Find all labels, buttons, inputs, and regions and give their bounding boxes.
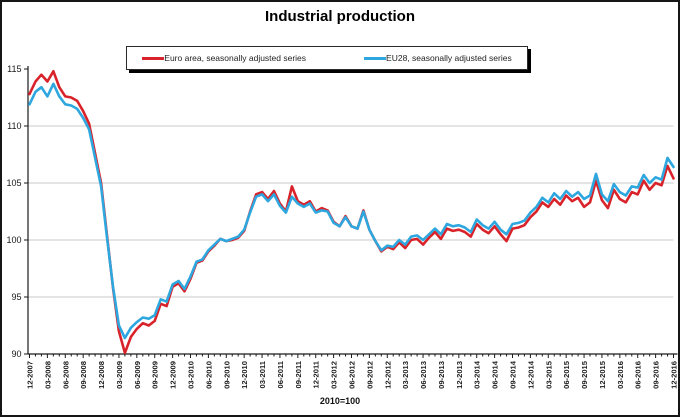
svg-text:09-2014: 09-2014 [509, 360, 518, 389]
svg-text:06-2012: 06-2012 [348, 361, 357, 389]
svg-text:03-2014: 03-2014 [473, 360, 482, 389]
svg-text:09-2010: 09-2010 [222, 361, 231, 389]
svg-text:115: 115 [7, 64, 21, 74]
svg-text:12-2012: 12-2012 [383, 361, 392, 389]
svg-text:12-2008: 12-2008 [97, 361, 106, 389]
legend-label-eu28: EU28, seasonally adjusted series [386, 52, 512, 63]
legend-item-eu28: EU28, seasonally adjusted series [364, 54, 512, 63]
svg-text:90: 90 [11, 349, 21, 359]
y-tick-labels: 90 95 100 105 110 115 [6, 64, 28, 359]
svg-text:03-2008: 03-2008 [43, 361, 52, 389]
svg-text:06-2015: 06-2015 [562, 360, 571, 389]
blue-line-swatch-icon [364, 56, 387, 60]
svg-text:09-2015: 09-2015 [580, 360, 589, 389]
svg-text:09-2011: 09-2011 [294, 360, 303, 388]
svg-text:09-2008: 09-2008 [79, 361, 88, 389]
svg-text:03-2010: 03-2010 [187, 361, 196, 389]
svg-text:06-2011: 06-2011 [276, 360, 285, 388]
svg-text:09-2013: 09-2013 [437, 361, 446, 389]
svg-text:09-2012: 09-2012 [365, 361, 374, 389]
eu28-line [28, 82, 675, 340]
svg-text:06-2016: 06-2016 [634, 361, 643, 389]
svg-text:06-2009: 06-2009 [133, 361, 142, 389]
svg-text:12-2014: 12-2014 [526, 360, 535, 389]
svg-text:12-2009: 12-2009 [169, 361, 178, 389]
svg-text:95: 95 [11, 292, 21, 302]
x-tick-labels: 12-2007 03-2008 06-2008 09-2008 12-2008 03-20… [26, 354, 679, 389]
axes [27, 66, 678, 355]
svg-text:105: 105 [6, 178, 21, 188]
svg-text:03-2016: 03-2016 [616, 361, 625, 389]
legend-label-euro-area: Euro area, seasonally adjusted series [164, 52, 307, 63]
svg-text:12-2013: 12-2013 [455, 361, 464, 389]
svg-text:100: 100 [6, 235, 21, 245]
svg-text:03-2015: 03-2015 [544, 360, 553, 389]
svg-text:06-2010: 06-2010 [204, 361, 213, 389]
svg-text:03-2011: 03-2011 [258, 360, 267, 388]
svg-text:110: 110 [7, 121, 21, 131]
euro-area-line [28, 70, 675, 355]
legend-box: Euro area, seasonally adjusted series EU… [126, 46, 528, 70]
index-base-note: 2010=100 [319, 396, 361, 406]
svg-text:09-2009: 09-2009 [151, 361, 160, 389]
svg-text:12-2016: 12-2016 [670, 361, 679, 389]
chart-title: Industrial production [265, 8, 415, 25]
svg-text:06-2014: 06-2014 [491, 360, 500, 389]
svg-text:12-2011: 12-2011 [312, 360, 321, 388]
svg-text:06-2008: 06-2008 [61, 361, 70, 389]
svg-text:09-2016: 09-2016 [652, 361, 661, 389]
gridlines [28, 125, 674, 298]
svg-text:03-2009: 03-2009 [115, 361, 124, 389]
svg-text:12-2010: 12-2010 [240, 361, 249, 389]
svg-text:06-2013: 06-2013 [419, 361, 428, 389]
legend-item-euro-area: Euro area, seasonally adjusted series [142, 54, 306, 63]
svg-text:03-2013: 03-2013 [401, 361, 410, 389]
svg-text:03-2012: 03-2012 [330, 361, 339, 389]
svg-text:12-2007: 12-2007 [26, 361, 35, 389]
red-line-swatch-icon [142, 56, 165, 60]
svg-text:12-2015: 12-2015 [598, 360, 607, 389]
